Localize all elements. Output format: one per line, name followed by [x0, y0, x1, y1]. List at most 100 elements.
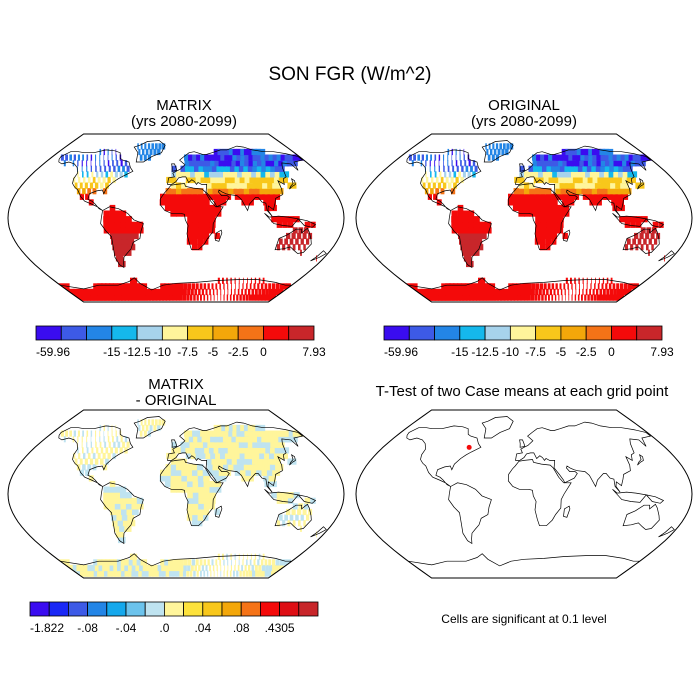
- grid-cell: [154, 419, 158, 426]
- grid-cell: [203, 294, 206, 301]
- grid-cell: [269, 464, 279, 471]
- grid-cell: [461, 165, 464, 172]
- grid-cell: [125, 227, 133, 234]
- grid-cell: [219, 199, 227, 206]
- grid-cell: [190, 288, 194, 296]
- grid-cell: [517, 294, 522, 301]
- grid-cell: [626, 288, 632, 296]
- grid-cell: [99, 441, 102, 448]
- grid-cell: [198, 564, 201, 572]
- grid-cell: [233, 464, 241, 471]
- grid-cell: [225, 165, 233, 172]
- grid-cell: [631, 283, 635, 290]
- colorbar-box: [163, 601, 184, 617]
- grid-cell: [82, 188, 86, 195]
- grid-cell: [207, 441, 215, 448]
- grid-cell: [176, 480, 183, 488]
- grid-cell: [544, 188, 552, 195]
- grid-cell: [608, 283, 612, 290]
- grid-cell: [246, 559, 248, 566]
- grid-cell: [192, 486, 199, 493]
- grid-cell: [176, 294, 180, 301]
- grid-cell: [161, 143, 166, 150]
- grid-cell: [300, 514, 304, 521]
- grid-cell: [198, 480, 205, 488]
- grid-cell: [198, 165, 205, 172]
- grid-cell: [434, 171, 437, 178]
- grid-cell: [147, 154, 151, 161]
- grid-cell: [158, 294, 164, 301]
- grid-cell: [231, 160, 240, 167]
- grid-cell: [114, 525, 122, 532]
- grid-cell: [179, 294, 183, 301]
- grid-cell: [260, 559, 264, 566]
- grid-cell: [87, 176, 91, 184]
- grid-cell: [200, 430, 207, 437]
- grid-cell: [482, 294, 490, 301]
- grid-cell: [79, 193, 84, 200]
- grid-cell: [147, 430, 151, 437]
- grid-cell: [498, 288, 504, 296]
- grid-cell: [451, 227, 459, 234]
- grid-cell: [79, 469, 84, 476]
- grid-cell: [256, 193, 264, 200]
- grid-cell: [121, 508, 128, 516]
- grid-cell: [231, 458, 240, 465]
- land-cells: [57, 419, 317, 577]
- grid-cell: [593, 294, 597, 301]
- grid-cell: [544, 294, 547, 301]
- grid-cell: [226, 570, 229, 577]
- grid-cell: [192, 497, 199, 504]
- grid-cell: [287, 497, 294, 504]
- grid-cell: [136, 559, 144, 566]
- grid-cell: [287, 458, 297, 465]
- grid-cell: [451, 148, 453, 156]
- grid-cell: [558, 160, 565, 167]
- grid-cell: [540, 216, 547, 223]
- grid-cell: [121, 514, 129, 521]
- coastline-north-america: [58, 149, 134, 211]
- grid-cell: [585, 288, 588, 296]
- grid-cell: [198, 497, 205, 504]
- grid-cell: [172, 570, 177, 577]
- grid-cell: [637, 238, 642, 245]
- grid-cell: [153, 288, 160, 296]
- grid-cell: [417, 154, 420, 161]
- grid-cell: [170, 182, 177, 189]
- significant-cell: [466, 444, 472, 450]
- grid-cell: [293, 492, 300, 499]
- grid-cell: [486, 294, 493, 301]
- grid-cell: [652, 221, 659, 228]
- grid-cell: [164, 288, 170, 296]
- grid-cell: [126, 508, 134, 516]
- grid-cell: [470, 165, 473, 172]
- grid-cell: [157, 424, 161, 432]
- grid-cell: [228, 464, 236, 471]
- grid-cell: [165, 570, 171, 577]
- grid-cell: [82, 447, 84, 454]
- grid-cell: [187, 227, 194, 234]
- grid-cell: [591, 277, 592, 284]
- grid-cell: [565, 294, 566, 301]
- grid-cell: [435, 176, 439, 184]
- grid-cell: [462, 210, 469, 217]
- grid-cell: [65, 154, 68, 161]
- grid-cell: [137, 503, 144, 510]
- grid-cell: [111, 430, 113, 437]
- grid-cell: [186, 199, 194, 206]
- grid-cell: [119, 447, 123, 454]
- colorbar-label: -12.5: [123, 345, 151, 359]
- grid-cell: [171, 165, 177, 172]
- grid-cell: [240, 193, 248, 200]
- grid-cell: [96, 447, 99, 454]
- colorbar-box: [86, 325, 113, 341]
- coastline-britain: [519, 163, 526, 172]
- grid-cell: [430, 154, 432, 161]
- grid-cell: [192, 199, 199, 206]
- grid-cell: [171, 176, 177, 184]
- grid-cell: [192, 216, 199, 223]
- grid-cell: [179, 283, 184, 290]
- grid-cell: [208, 171, 216, 178]
- grid-cell: [192, 204, 199, 212]
- grid-cell: [91, 447, 94, 454]
